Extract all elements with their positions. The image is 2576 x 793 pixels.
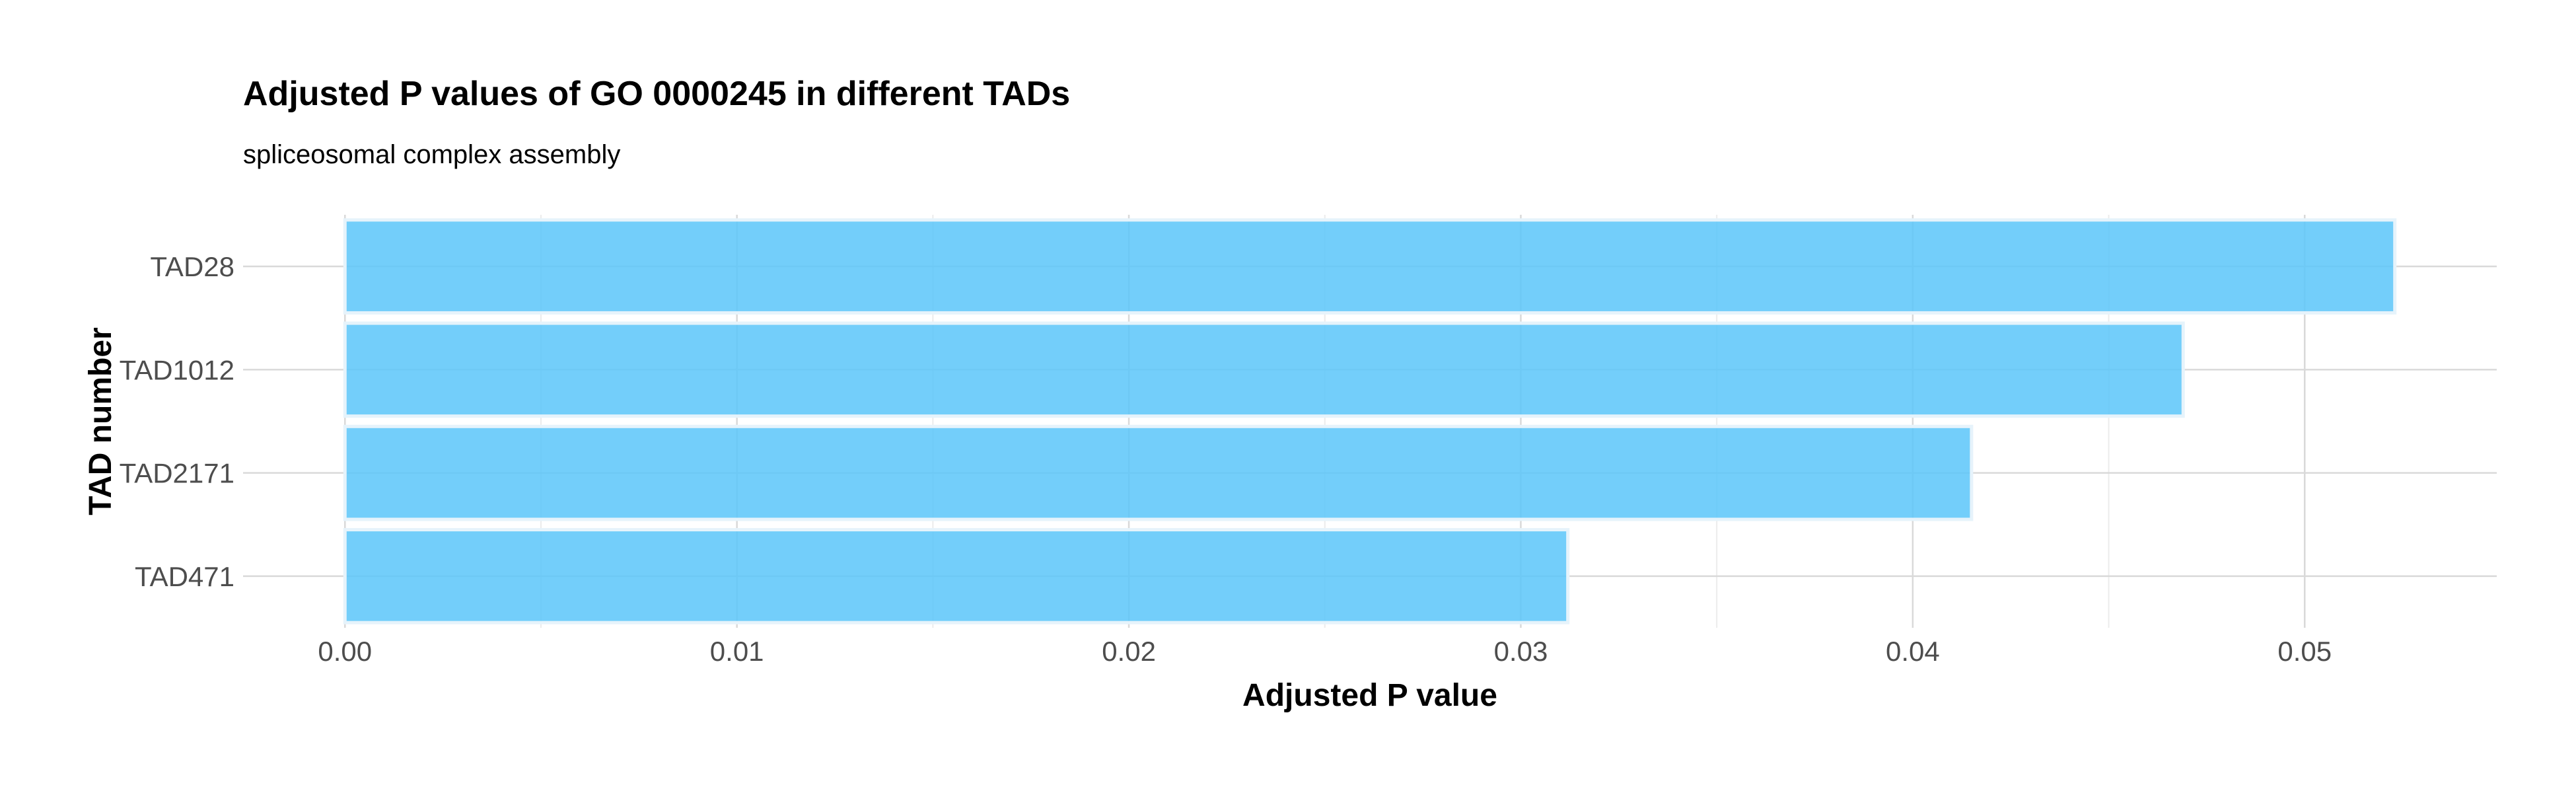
x-tick-label: 0.05 [2277, 636, 2332, 667]
x-tick-label: 0.04 [1886, 636, 1940, 667]
bar-tad28 [343, 218, 2397, 315]
y-tick-label: TAD28 [150, 251, 234, 282]
x-tick-label: 0.03 [1494, 636, 1548, 667]
x-tick-labels: 0.00 0.01 0.02 0.03 0.04 0.05 [318, 636, 2332, 667]
bar-tad1012 [343, 321, 2185, 418]
bars [343, 218, 2397, 624]
y-tick-label: TAD2171 [120, 458, 234, 489]
x-tick-label: 0.02 [1102, 636, 1156, 667]
chart-subtitle: spliceosomal complex assembly [243, 140, 621, 169]
y-tick-label: TAD471 [135, 561, 234, 592]
x-tick-label: 0.01 [710, 636, 764, 667]
y-axis-title: TAD number [83, 327, 118, 515]
y-tick-label: TAD1012 [120, 354, 234, 385]
chart-title: Adjusted P values of GO 0000245 in diffe… [243, 75, 1071, 113]
bar-tad2171 [343, 424, 1974, 521]
bar-tad471 [343, 528, 1570, 624]
x-tick-label: 0.00 [318, 636, 372, 667]
x-axis-title: Adjusted P value [1242, 678, 1497, 713]
y-tick-labels: TAD28 TAD1012 TAD2171 TAD471 [120, 251, 234, 592]
